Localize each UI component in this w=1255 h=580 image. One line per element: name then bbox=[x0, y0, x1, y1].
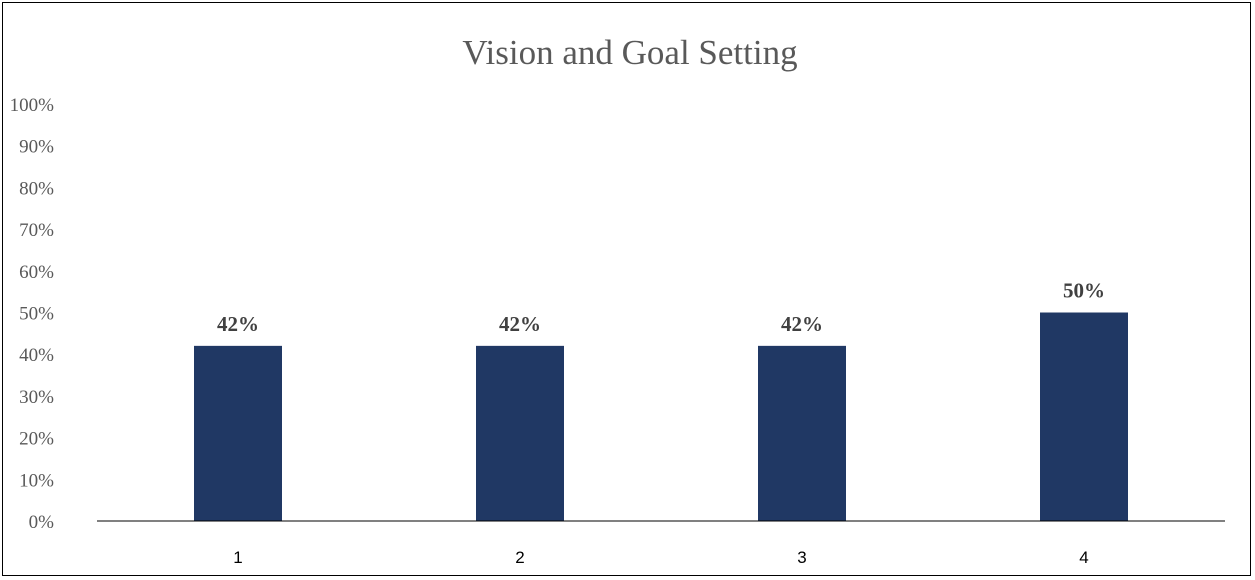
data-label-3: 42% bbox=[781, 312, 823, 336]
bars bbox=[194, 312, 1128, 521]
y-tick-label: 20% bbox=[19, 429, 54, 450]
bar-3 bbox=[758, 345, 846, 521]
y-tick-label: 90% bbox=[19, 137, 54, 158]
y-tick-label: 40% bbox=[19, 345, 54, 366]
x-tick-label-2: 2 bbox=[515, 548, 524, 567]
data-labels: 42% 42% 42% 50% bbox=[217, 279, 1105, 336]
x-tick-label-3: 3 bbox=[797, 548, 806, 567]
chart-title: Vision and Goal Setting bbox=[462, 33, 797, 72]
data-label-1: 42% bbox=[217, 312, 259, 336]
y-tick-label: 100% bbox=[10, 95, 55, 116]
data-label-4: 50% bbox=[1063, 279, 1105, 303]
y-tick-label: 10% bbox=[19, 470, 54, 491]
bar-4 bbox=[1040, 312, 1128, 521]
y-tick-label: 0% bbox=[29, 512, 55, 533]
x-axis-tick-labels: 1 2 3 4 bbox=[233, 548, 1088, 567]
x-tick-label-1: 1 bbox=[233, 548, 242, 567]
bar-1 bbox=[194, 345, 282, 521]
data-label-2: 42% bbox=[499, 312, 541, 336]
y-tick-label: 80% bbox=[19, 178, 54, 199]
y-axis-tick-labels: 0% 10% 20% 30% 40% 50% 60% 70% 80% 90% 100% bbox=[10, 95, 55, 533]
y-tick-label: 60% bbox=[19, 262, 54, 283]
y-tick-label: 50% bbox=[19, 304, 54, 325]
y-tick-label: 30% bbox=[19, 387, 54, 408]
x-tick-label-4: 4 bbox=[1079, 548, 1088, 567]
y-tick-label: 70% bbox=[19, 220, 54, 241]
bar-2 bbox=[476, 345, 564, 521]
